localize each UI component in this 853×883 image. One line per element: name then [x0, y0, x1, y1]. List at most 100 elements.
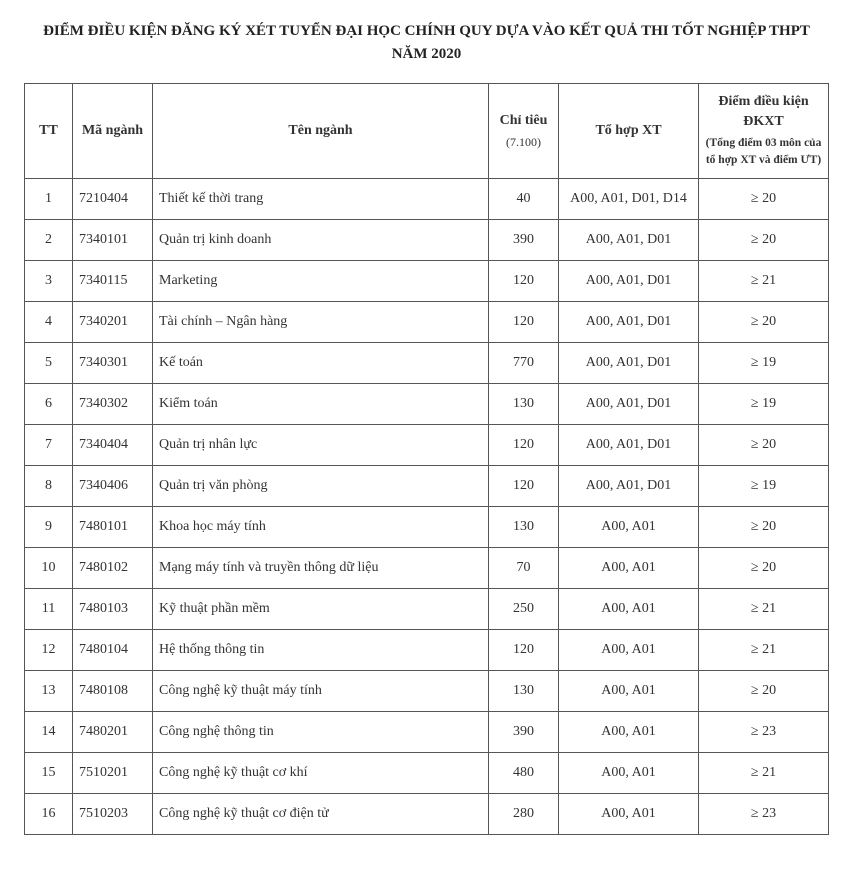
- cell-tt: 13: [25, 670, 73, 711]
- cell-name: Khoa học máy tính: [153, 506, 489, 547]
- cell-quota: 70: [489, 547, 559, 588]
- cell-score: ≥ 20: [699, 301, 829, 342]
- cell-code: 7480103: [73, 588, 153, 629]
- cell-quota: 120: [489, 424, 559, 465]
- table-header-row: TT Mã ngành Tên ngành Chỉ tiêu (7.100) T…: [25, 84, 829, 179]
- cell-score: ≥ 20: [699, 219, 829, 260]
- cell-score: ≥ 20: [699, 547, 829, 588]
- col-header-comb: Tổ hợp XT: [559, 84, 699, 179]
- cell-score: ≥ 20: [699, 670, 829, 711]
- table-row: 47340201Tài chính – Ngân hàng120A00, A01…: [25, 301, 829, 342]
- cell-code: 7340115: [73, 260, 153, 301]
- cell-quota: 280: [489, 793, 559, 834]
- table-row: 57340301Kế toán770A00, A01, D01≥ 19: [25, 342, 829, 383]
- cell-comb: A00, A01, D01: [559, 219, 699, 260]
- cell-comb: A00, A01: [559, 547, 699, 588]
- cell-name: Tài chính – Ngân hàng: [153, 301, 489, 342]
- table-row: 167510203Công nghệ kỹ thuật cơ điện tử28…: [25, 793, 829, 834]
- cell-comb: A00, A01: [559, 711, 699, 752]
- cell-code: 7340302: [73, 383, 153, 424]
- cell-quota: 120: [489, 260, 559, 301]
- cell-tt: 8: [25, 465, 73, 506]
- cell-tt: 4: [25, 301, 73, 342]
- cell-name: Hệ thống thông tin: [153, 629, 489, 670]
- cell-tt: 15: [25, 752, 73, 793]
- cell-comb: A00, A01: [559, 629, 699, 670]
- cell-name: Mạng máy tính và truyền thông dữ liệu: [153, 547, 489, 588]
- cell-score: ≥ 21: [699, 752, 829, 793]
- cell-quota: 390: [489, 219, 559, 260]
- col-header-score: Điểm điều kiện ĐKXT (Tổng điểm 03 môn củ…: [699, 84, 829, 179]
- cell-score: ≥ 21: [699, 629, 829, 670]
- cell-comb: A00, A01: [559, 793, 699, 834]
- cell-comb: A00, A01, D01, D14: [559, 178, 699, 219]
- cell-name: Thiết kế thời trang: [153, 178, 489, 219]
- cell-comb: A00, A01, D01: [559, 342, 699, 383]
- cell-code: 7480201: [73, 711, 153, 752]
- cell-comb: A00, A01, D01: [559, 301, 699, 342]
- col-header-code: Mã ngành: [73, 84, 153, 179]
- cell-name: Quản trị nhân lực: [153, 424, 489, 465]
- cell-score: ≥ 21: [699, 588, 829, 629]
- cell-comb: A00, A01: [559, 506, 699, 547]
- cell-tt: 1: [25, 178, 73, 219]
- cell-name: Công nghệ thông tin: [153, 711, 489, 752]
- cell-tt: 3: [25, 260, 73, 301]
- cell-code: 7340201: [73, 301, 153, 342]
- table-row: 77340404Quản trị nhân lực120A00, A01, D0…: [25, 424, 829, 465]
- cell-code: 7480104: [73, 629, 153, 670]
- cell-code: 7510203: [73, 793, 153, 834]
- cell-quota: 120: [489, 301, 559, 342]
- col-header-tt: TT: [25, 84, 73, 179]
- table-row: 17210404Thiết kế thời trang40A00, A01, D…: [25, 178, 829, 219]
- cell-tt: 11: [25, 588, 73, 629]
- cell-code: 7210404: [73, 178, 153, 219]
- cell-score: ≥ 23: [699, 793, 829, 834]
- cell-score: ≥ 23: [699, 711, 829, 752]
- page-title: ĐIỂM ĐIỀU KIỆN ĐĂNG KÝ XÉT TUYỂN ĐẠI HỌC…: [37, 20, 817, 65]
- cell-comb: A00, A01: [559, 752, 699, 793]
- cell-name: Kế toán: [153, 342, 489, 383]
- cell-code: 7340404: [73, 424, 153, 465]
- cell-comb: A00, A01, D01: [559, 465, 699, 506]
- cell-quota: 480: [489, 752, 559, 793]
- table-row: 127480104Hệ thống thông tin120A00, A01≥ …: [25, 629, 829, 670]
- table-row: 117480103Kỹ thuật phần mềm250A00, A01≥ 2…: [25, 588, 829, 629]
- cell-name: Quản trị kinh doanh: [153, 219, 489, 260]
- cell-tt: 10: [25, 547, 73, 588]
- cell-code: 7480108: [73, 670, 153, 711]
- cell-quota: 130: [489, 670, 559, 711]
- cell-name: Quản trị văn phòng: [153, 465, 489, 506]
- col-header-score-label: Điểm điều kiện ĐKXT: [718, 94, 808, 129]
- admission-table: TT Mã ngành Tên ngành Chỉ tiêu (7.100) T…: [24, 83, 829, 835]
- cell-tt: 6: [25, 383, 73, 424]
- cell-comb: A00, A01: [559, 670, 699, 711]
- cell-score: ≥ 20: [699, 178, 829, 219]
- cell-code: 7340406: [73, 465, 153, 506]
- cell-tt: 12: [25, 629, 73, 670]
- cell-name: Kỹ thuật phần mềm: [153, 588, 489, 629]
- cell-quota: 770: [489, 342, 559, 383]
- cell-quota: 130: [489, 506, 559, 547]
- cell-quota: 250: [489, 588, 559, 629]
- cell-score: ≥ 19: [699, 342, 829, 383]
- cell-tt: 14: [25, 711, 73, 752]
- cell-code: 7340101: [73, 219, 153, 260]
- cell-score: ≥ 21: [699, 260, 829, 301]
- cell-code: 7480101: [73, 506, 153, 547]
- cell-score: ≥ 19: [699, 465, 829, 506]
- cell-name: Công nghệ kỹ thuật cơ khí: [153, 752, 489, 793]
- col-header-quota-sub: (7.100): [495, 134, 552, 151]
- table-row: 137480108Công nghệ kỹ thuật máy tính130A…: [25, 670, 829, 711]
- cell-score: ≥ 19: [699, 383, 829, 424]
- cell-score: ≥ 20: [699, 424, 829, 465]
- cell-comb: A00, A01: [559, 588, 699, 629]
- cell-quota: 120: [489, 629, 559, 670]
- cell-tt: 5: [25, 342, 73, 383]
- cell-quota: 120: [489, 465, 559, 506]
- cell-comb: A00, A01, D01: [559, 260, 699, 301]
- cell-comb: A00, A01, D01: [559, 424, 699, 465]
- cell-name: Marketing: [153, 260, 489, 301]
- table-body: 17210404Thiết kế thời trang40A00, A01, D…: [25, 178, 829, 834]
- table-row: 27340101Quản trị kinh doanh390A00, A01, …: [25, 219, 829, 260]
